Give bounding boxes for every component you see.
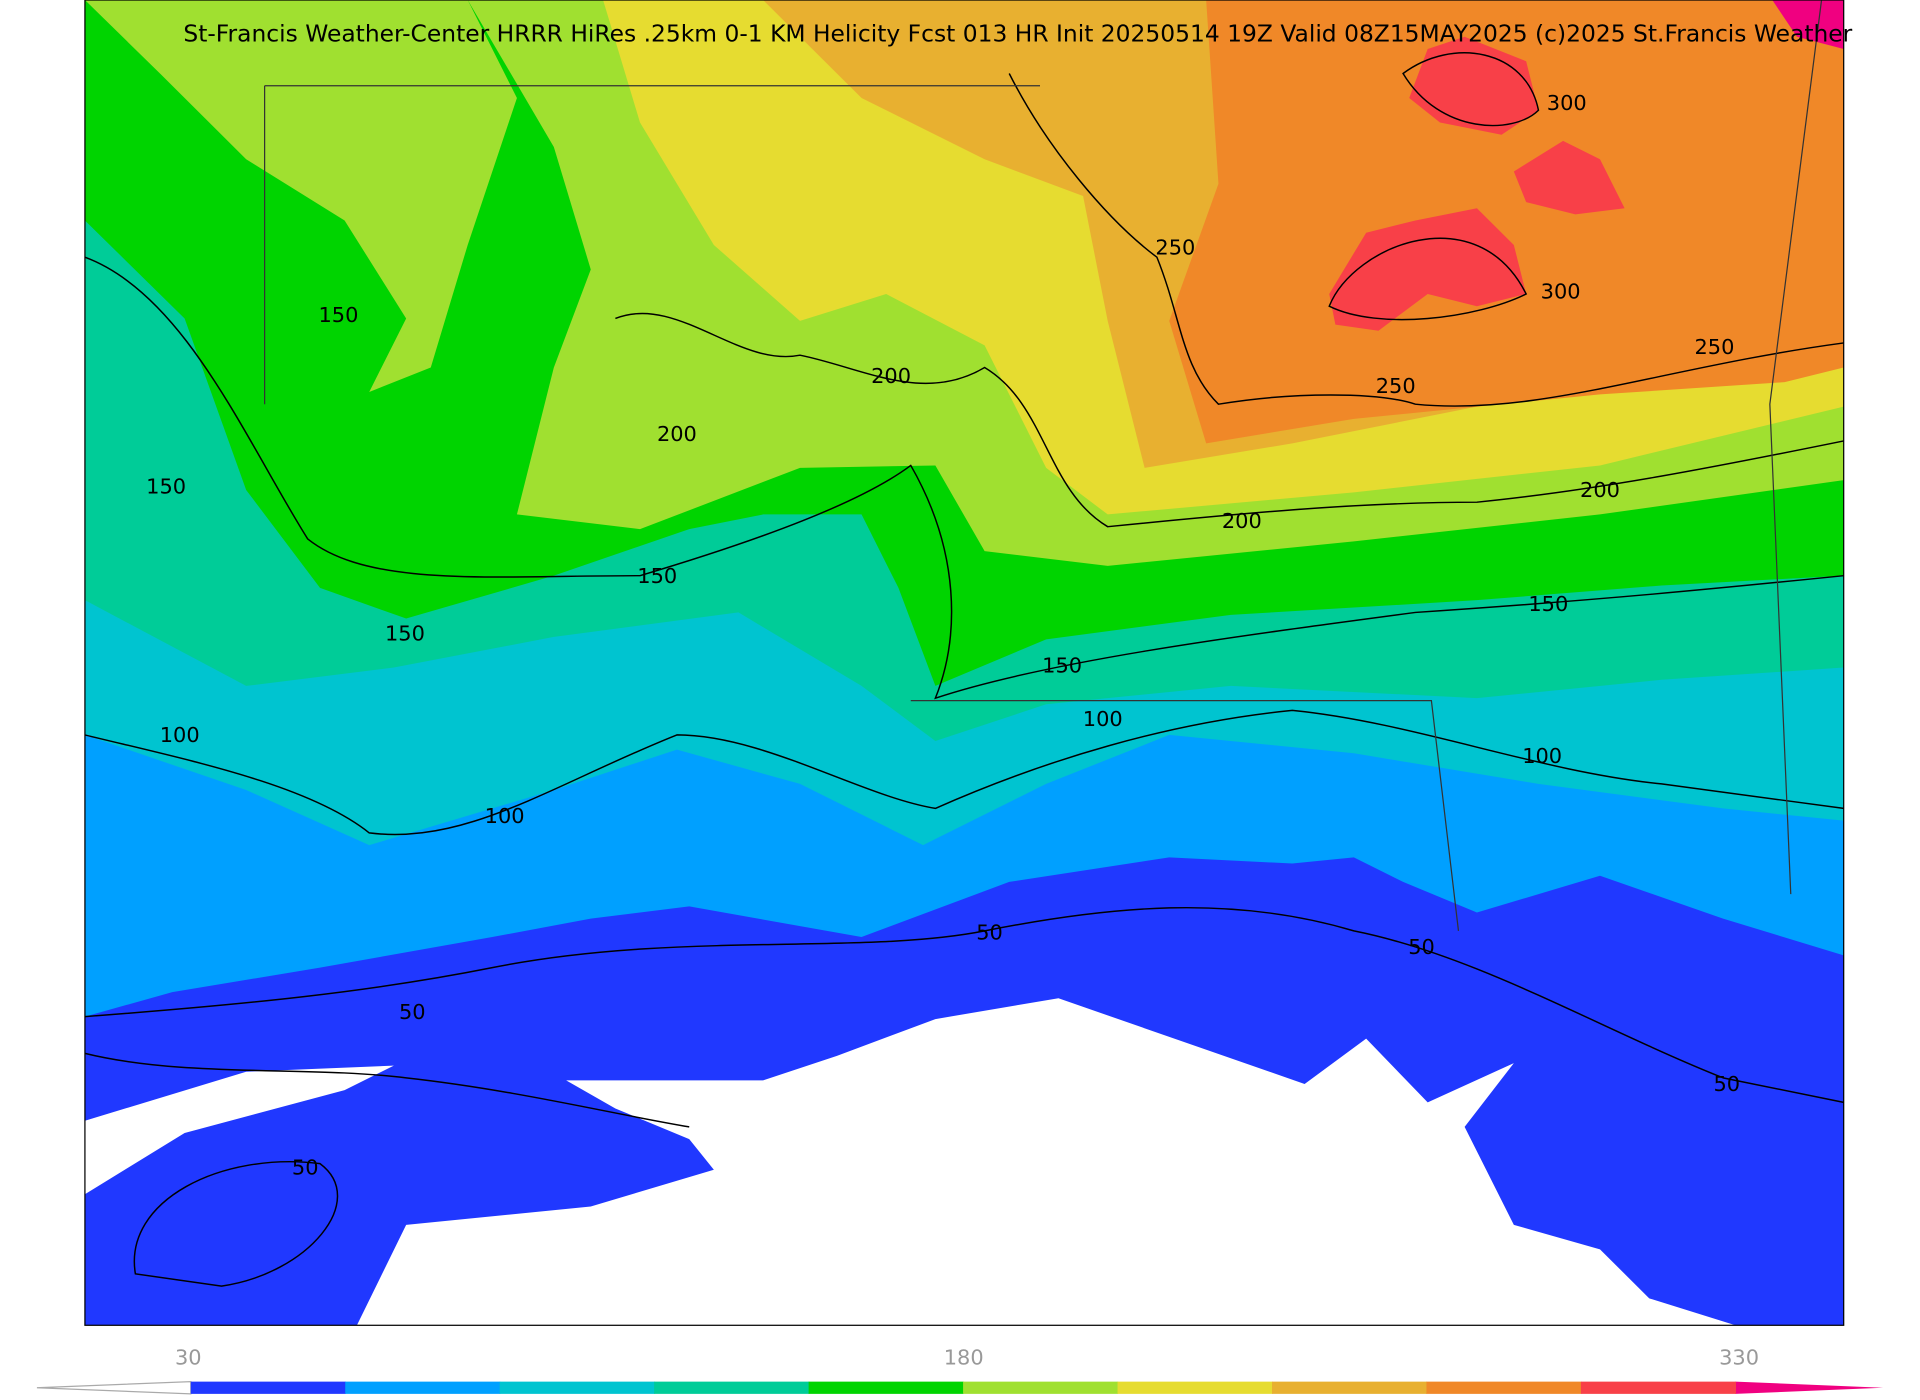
- map-frame: [84, 0, 1845, 1326]
- colorbar-segment: [1580, 1381, 1736, 1394]
- contour-label: 50: [399, 1000, 426, 1024]
- contour-label: 150: [318, 303, 358, 327]
- contour-label: 100: [1522, 744, 1562, 768]
- colorbar: 30 180 330: [36, 1346, 1884, 1395]
- contour-line: [84, 1052, 690, 1128]
- contour-label: 200: [1222, 509, 1262, 533]
- contour-label: 100: [160, 723, 200, 747]
- contour-label: 200: [657, 422, 697, 446]
- contour-line: [1008, 73, 1844, 407]
- title: St-Francis Weather-Center HRRR HiRes .25…: [183, 21, 1852, 48]
- borders: [264, 0, 1823, 931]
- colorbar-segment: [1272, 1381, 1428, 1394]
- contour-label: 50: [1408, 935, 1435, 959]
- contour-label: 250: [1155, 236, 1195, 260]
- contour-label: 50: [976, 920, 1003, 944]
- colorbar-segment: [190, 1381, 346, 1394]
- contour-line: [84, 709, 1844, 836]
- contour-label: 300: [1541, 280, 1581, 304]
- colorbar-segment: [963, 1381, 1119, 1394]
- contour-label: 150: [637, 564, 677, 588]
- field-330: [1772, 0, 1844, 49]
- colorbar-segment: [1426, 1381, 1582, 1394]
- contour-label: 150: [146, 475, 186, 499]
- colorbar-segment: [345, 1381, 501, 1394]
- contour-label: 200: [871, 364, 911, 388]
- contour-label: 100: [1083, 707, 1123, 731]
- contour-label: 150: [385, 622, 425, 646]
- colorbar-label: 180: [944, 1346, 984, 1370]
- colorbar-label: 330: [1719, 1346, 1759, 1370]
- colorbar-segment: [1117, 1381, 1273, 1394]
- contour-line: [84, 256, 1844, 700]
- colorbar-under: [36, 1380, 192, 1395]
- field-170: [84, 0, 517, 392]
- contour-line: [133, 1161, 339, 1287]
- field-260: [1169, 0, 1844, 444]
- colorbar-segment: [499, 1381, 655, 1394]
- colorbar-label: 30: [175, 1346, 202, 1370]
- colorbar-segment: [654, 1381, 810, 1394]
- contour-line: [615, 312, 1844, 528]
- contour-label: 300: [1547, 91, 1587, 115]
- contours: [84, 52, 1844, 1287]
- colorbar-over: [1735, 1381, 1884, 1394]
- land-mask: [356, 998, 1736, 1326]
- contour-line: [84, 906, 1844, 1104]
- contour-labels: 150 150 150 150 150 150 200 200 200 200 250 250 250 3…: [146, 91, 1740, 1179]
- colorbar-segment: [808, 1381, 964, 1394]
- contour-label: 50: [292, 1156, 319, 1180]
- contour-label: 50: [1713, 1072, 1740, 1096]
- contour-label: 250: [1694, 335, 1734, 359]
- contour-line: [1328, 52, 1540, 321]
- land-mask: [84, 1065, 394, 1195]
- contour-label: 150: [1042, 653, 1082, 677]
- contour-label: 250: [1376, 374, 1416, 398]
- fields: [84, 0, 1844, 1326]
- contour-label: 200: [1580, 478, 1620, 502]
- contour-label: 150: [1528, 592, 1568, 616]
- field-300: [1329, 36, 1625, 331]
- state-border: [264, 0, 1823, 931]
- contour-label: 100: [485, 804, 525, 828]
